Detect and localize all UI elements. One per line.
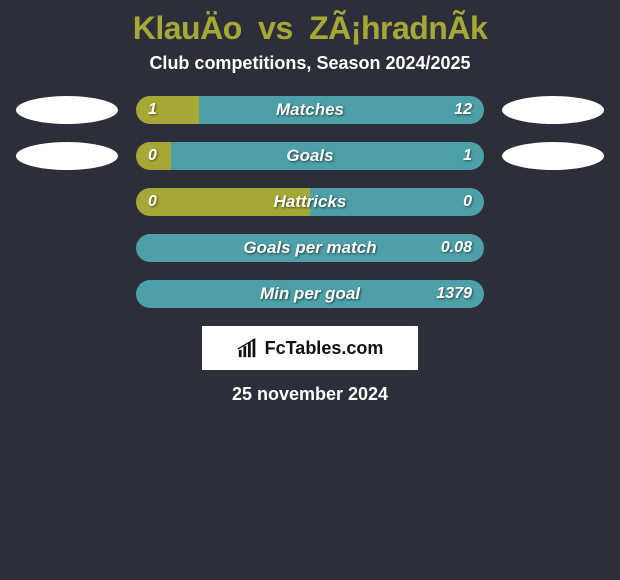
- player-right-name: ZÃ¡hradnÃ­k: [309, 10, 487, 46]
- stat-bar: 01Goals: [136, 142, 484, 170]
- stat-bar-right-fill: [136, 234, 484, 262]
- stat-bar-right-fill: [171, 142, 484, 170]
- chart-bars-icon: [237, 337, 259, 359]
- player-left-name: KlauÄo: [133, 10, 242, 46]
- vs-text: vs: [258, 10, 293, 46]
- stat-value-right: 0.08: [441, 234, 472, 262]
- stat-value-right: 1: [463, 142, 472, 170]
- stat-bar-right-fill: [136, 280, 484, 308]
- stat-value-left: 0: [148, 188, 157, 216]
- stat-row: 00Hattricks: [0, 188, 620, 216]
- stat-row: 112Matches: [0, 96, 620, 124]
- stat-bar: 1379Min per goal: [136, 280, 484, 308]
- stat-bar: 0.08Goals per match: [136, 234, 484, 262]
- stat-bar-right-fill: [199, 96, 484, 124]
- stat-value-left: 1: [148, 96, 157, 124]
- team-right-marker: [502, 142, 604, 170]
- brand-box: FcTables.com: [202, 326, 418, 370]
- team-right-marker: [502, 96, 604, 124]
- stat-bar-right-fill: [310, 188, 484, 216]
- team-left-marker: [16, 96, 118, 124]
- stat-row: 0.08Goals per match: [0, 234, 620, 262]
- stat-bar-left-fill: [136, 96, 199, 124]
- stat-value-right: 1379: [436, 280, 472, 308]
- stat-value-right: 12: [454, 96, 472, 124]
- stat-bar: 00Hattricks: [136, 188, 484, 216]
- team-left-marker: [16, 142, 118, 170]
- stat-bar: 112Matches: [136, 96, 484, 124]
- stat-row: 01Goals: [0, 142, 620, 170]
- stat-value-left: 0: [148, 142, 157, 170]
- snapshot-date: 25 november 2024: [0, 384, 620, 405]
- stat-value-right: 0: [463, 188, 472, 216]
- stat-bar-left-fill: [136, 188, 310, 216]
- brand-text: FcTables.com: [265, 338, 384, 359]
- stat-row: 1379Min per goal: [0, 280, 620, 308]
- comparison-title: KlauÄo vs ZÃ¡hradnÃ­k: [0, 0, 620, 53]
- stat-rows-container: 112Matches01Goals00Hattricks0.08Goals pe…: [0, 96, 620, 308]
- comparison-subtitle: Club competitions, Season 2024/2025: [0, 53, 620, 96]
